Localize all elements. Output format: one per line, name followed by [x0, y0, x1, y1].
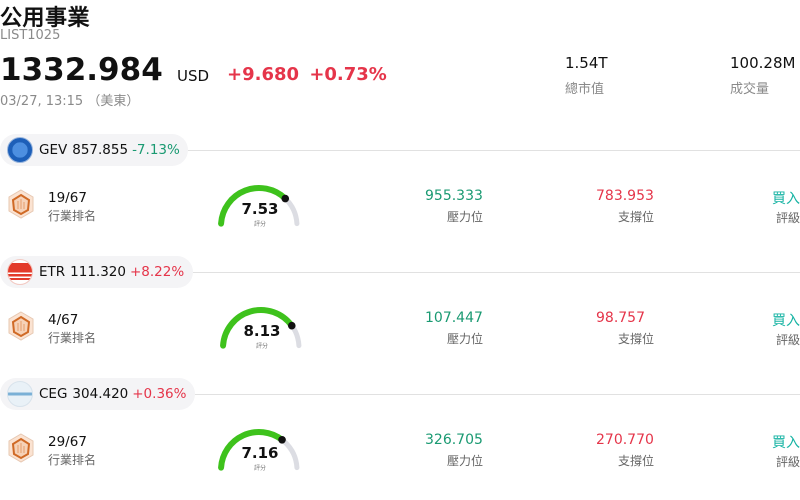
score-label: 評分 [255, 343, 268, 350]
rating-value[interactable]: 買入 [772, 313, 800, 329]
currency-label: USD [177, 67, 210, 85]
support-value: 783.953 [596, 188, 654, 204]
price-change-value: +9.680 [227, 64, 300, 85]
section-divider [195, 394, 800, 395]
stock-pill[interactable]: GEV 857.855 -7.13% [0, 134, 188, 166]
support-value: 98.757 [596, 310, 645, 326]
stock-card-ceg[interactable]: CEG 304.420 +0.36% 29/67 行業排名 7.16 評分 32… [0, 378, 800, 500]
score-label: 評分 [253, 221, 266, 228]
ge-logo [7, 137, 33, 163]
industry-rank-value: 29/67 [48, 434, 87, 450]
industry-rank-label: 行業排名 [48, 331, 97, 345]
stock-price: 304.420 [72, 386, 129, 402]
rating-label: 評級 [775, 333, 800, 347]
stock-change-percent: +0.36% [132, 386, 187, 402]
stock-price: 111.320 [70, 264, 126, 280]
industry-rank-icon [8, 433, 34, 463]
score-gauge [220, 307, 302, 349]
support-value: 270.770 [596, 432, 654, 448]
index-price: 1332.984 [0, 52, 163, 88]
industry-rank-icon [8, 311, 34, 341]
support-label: 支撐位 [618, 332, 655, 346]
industry-rank-value: 4/67 [48, 312, 79, 328]
price-change-percent: +0.73% [309, 64, 387, 85]
rating-label: 評級 [775, 211, 800, 225]
resistance-value: 107.447 [425, 310, 483, 326]
price-change: +9.680 +0.73% [227, 64, 387, 85]
resistance-label: 壓力位 [447, 332, 484, 346]
stock-price: 857.855 [72, 142, 129, 158]
industry-rank-value: 19/67 [48, 190, 87, 206]
score-value: 7.53 [241, 200, 279, 218]
timestamp: 03/27, 13:15 （美東） [0, 94, 140, 109]
support-label: 支撐位 [618, 210, 655, 224]
stock-pill[interactable]: CEG 304.420 +0.36% [0, 378, 195, 410]
industry-rank-icon [8, 189, 34, 219]
stock-change-percent: +8.22% [129, 264, 185, 280]
stock-pill[interactable]: ETR 111.320 +8.22% [0, 256, 193, 288]
score-gauge [218, 429, 300, 471]
rating-value[interactable]: 買入 [772, 435, 800, 451]
stock-ticker: CEG [39, 386, 68, 402]
stock-card-etr[interactable]: ETR 111.320 +8.22% 4/67 行業排名 8.13 評分 107… [0, 256, 800, 378]
score-gauge [218, 185, 300, 227]
constellation-logo [7, 381, 33, 407]
index-code: LIST1025 [0, 28, 61, 43]
support-label: 支撐位 [618, 454, 655, 468]
rating-value[interactable]: 買入 [772, 191, 800, 207]
section-divider [188, 150, 800, 151]
volume-label: 成交量 [730, 82, 770, 97]
rating-label: 評級 [775, 455, 800, 469]
industry-rank-label: 行業排名 [48, 209, 97, 223]
industry-rank-label: 行業排名 [48, 453, 97, 467]
stock-ticker: GEV [39, 142, 68, 158]
market-cap-label: 總市值 [565, 82, 605, 97]
stock-card-gev[interactable]: GEV 857.855 -7.13% 19/67 行業排名 7.53 評分 95… [0, 134, 800, 256]
score-label: 評分 [253, 465, 266, 472]
resistance-label: 壓力位 [447, 454, 484, 468]
score-value: 8.13 [243, 322, 281, 340]
market-cap-value: 1.54T [565, 54, 608, 72]
score-value: 7.16 [241, 444, 279, 462]
section-divider [193, 272, 800, 273]
resistance-value: 955.333 [425, 188, 483, 204]
page-title: 公用事業 [0, 6, 91, 31]
stock-ticker: ETR [39, 264, 66, 280]
resistance-label: 壓力位 [447, 210, 484, 224]
resistance-value: 326.705 [425, 432, 483, 448]
entergy-logo [7, 259, 33, 285]
volume-value: 100.28M [730, 54, 796, 72]
stock-change-percent: -7.13% [132, 142, 180, 158]
